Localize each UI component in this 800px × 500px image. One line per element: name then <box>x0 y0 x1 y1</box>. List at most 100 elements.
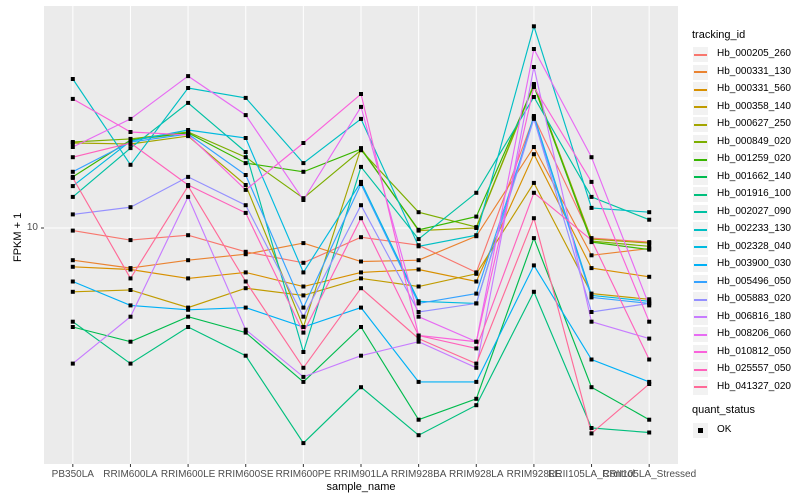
legend-key-line-icon <box>694 246 707 248</box>
legend-entry: Hb_000849_020 <box>690 134 800 151</box>
data-point <box>531 263 536 268</box>
data-point <box>301 169 306 174</box>
data-point <box>243 252 248 257</box>
data-point <box>128 146 133 151</box>
data-point <box>128 276 133 281</box>
data-point <box>186 184 191 189</box>
data-point <box>531 180 536 185</box>
legend-key <box>693 379 708 395</box>
data-point <box>70 228 75 233</box>
data-point <box>186 86 191 90</box>
legend-key <box>693 274 708 290</box>
legend-key-line-icon <box>694 158 707 161</box>
data-point <box>474 379 479 384</box>
data-point <box>647 299 652 304</box>
legend-entry: Hb_006816_180 <box>690 309 800 326</box>
data-point <box>647 379 652 384</box>
legend-entry: Hb_000331_560 <box>690 81 800 98</box>
data-point <box>186 276 191 281</box>
legend-entry: Hb_041327_020 <box>690 379 800 396</box>
legend-entry: Hb_000627_250 <box>690 116 800 133</box>
legend-entry-ok: OK <box>690 422 800 439</box>
data-point <box>647 217 652 222</box>
data-point <box>128 162 133 167</box>
data-point <box>359 164 363 169</box>
legend-key-line-icon <box>694 316 707 318</box>
data-point <box>128 339 133 344</box>
data-point <box>589 155 594 160</box>
data-point <box>70 212 75 217</box>
data-point <box>589 238 594 243</box>
legend-entry-label: Hb_005496_050 <box>717 275 791 287</box>
data-point <box>589 357 594 362</box>
data-point <box>186 305 191 310</box>
legend: tracking_id Hb_000205_260 Hb_000331_130 Hb… <box>690 0 800 500</box>
data-point <box>128 130 133 134</box>
data-point <box>70 145 75 149</box>
data-point <box>647 357 652 362</box>
data-point <box>243 183 248 187</box>
data-point <box>243 249 248 254</box>
data-point <box>474 365 479 370</box>
data-point <box>589 385 594 390</box>
data-point <box>301 141 306 145</box>
data-point <box>416 433 421 438</box>
data-point <box>359 92 363 96</box>
data-point <box>301 270 306 275</box>
data-point <box>70 175 75 180</box>
data-point <box>474 233 479 238</box>
data-point <box>359 104 363 109</box>
data-point <box>243 113 248 118</box>
legend-entry-label: Hb_010812_050 <box>717 345 791 357</box>
data-point <box>531 47 536 51</box>
legend-key <box>693 362 708 377</box>
black-square-point-icon <box>698 428 703 433</box>
data-point <box>416 284 421 289</box>
data-point <box>128 303 133 308</box>
legend-key-line-icon <box>694 88 707 91</box>
data-point <box>647 336 652 341</box>
legend-key <box>693 423 708 438</box>
data-point <box>186 174 191 179</box>
data-point <box>589 319 594 324</box>
data-point <box>301 330 306 335</box>
legend-title-tracking-id: tracking_id <box>692 29 746 41</box>
data-point <box>647 274 652 279</box>
legend-key <box>693 309 708 325</box>
data-point <box>70 325 75 329</box>
data-point <box>416 237 421 242</box>
legend-entry: Hb_001916_100 <box>690 186 800 203</box>
data-point <box>474 214 479 219</box>
data-point <box>589 295 594 300</box>
legend-key-line-icon <box>694 193 707 196</box>
data-point <box>70 169 75 174</box>
data-point <box>647 241 652 246</box>
data-point <box>128 361 133 366</box>
data-point <box>474 190 479 195</box>
data-point <box>589 266 594 271</box>
data-point <box>301 365 306 370</box>
data-point <box>301 305 306 310</box>
data-point <box>301 350 306 354</box>
legend-key-line-icon <box>694 263 707 266</box>
data-point <box>416 417 421 422</box>
legend-entry-label: Hb_041327_020 <box>717 380 791 392</box>
data-point <box>647 210 652 215</box>
legend-key-line-icon <box>694 386 707 388</box>
legend-key-line-icon <box>694 123 707 126</box>
legend-key <box>693 187 708 202</box>
data-point <box>359 325 363 329</box>
data-point <box>301 325 306 329</box>
data-point <box>589 205 594 210</box>
legend-entry-label: Hb_025557_050 <box>717 363 791 374</box>
legend-key-line-icon <box>694 228 707 231</box>
data-point <box>301 198 306 202</box>
x-tick-label: RRIM928BA <box>390 469 447 480</box>
data-point <box>301 379 306 384</box>
data-point <box>531 190 536 195</box>
data-point <box>301 314 306 319</box>
data-point <box>416 299 421 304</box>
legend-entry: Hb_001662_140 <box>690 169 800 186</box>
legend-entry: Hb_002233_130 <box>690 221 800 238</box>
legend-key <box>693 82 708 97</box>
